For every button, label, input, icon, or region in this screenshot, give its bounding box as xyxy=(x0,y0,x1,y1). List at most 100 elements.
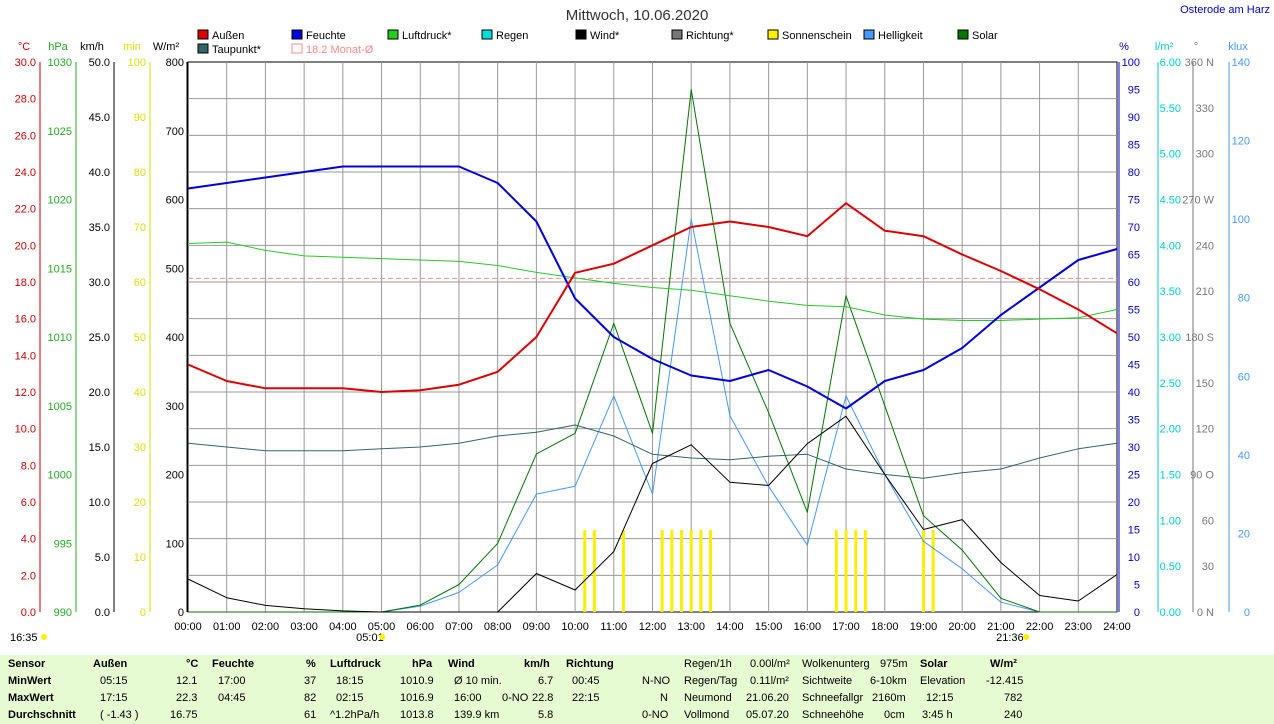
tick-label-min: 60 xyxy=(134,277,146,289)
tick-label-lm2: 2.00 xyxy=(1160,424,1181,436)
tick-label-wm2: 400 xyxy=(166,332,184,344)
header-feuchte: Feuchte xyxy=(212,658,255,670)
tick-label-percent: 90 xyxy=(1128,112,1140,124)
legend-label: Wind* xyxy=(590,30,620,42)
tick-label-min: 100 xyxy=(128,57,146,69)
solar-duration: 3:45 h xyxy=(922,709,953,721)
legend-label: Sonnenschein xyxy=(782,30,852,42)
regen-tag-label: Regen/Tag xyxy=(684,675,738,687)
x-tick-label: 22:00 xyxy=(1026,621,1054,633)
sichtweite-value: 6-10km xyxy=(870,675,907,687)
feuchte-min-time: 17:00 xyxy=(218,675,246,687)
axis-unit-min: min xyxy=(123,41,141,53)
series-lines xyxy=(187,89,1118,613)
tick-label-percent: 0 xyxy=(1134,607,1140,619)
vollmond-value: 05.07.20 xyxy=(746,709,789,721)
tick-label-percent: 20 xyxy=(1128,497,1140,509)
tick-label-min: 70 xyxy=(134,222,146,234)
tick-label-celsius: 16.0 xyxy=(15,314,36,326)
series-line-auen xyxy=(187,202,1118,393)
tick-label-wm2: 0 xyxy=(178,607,184,619)
x-tick-label: 08:00 xyxy=(484,621,512,633)
legend-swatch xyxy=(197,43,209,54)
header-sensor: Sensor xyxy=(8,658,46,670)
sunshine-bar xyxy=(621,530,625,612)
tick-label-hpa: 1000 xyxy=(48,470,72,482)
legend-swatch xyxy=(575,29,587,40)
sunshine-bar xyxy=(931,530,935,612)
sunshine-bar xyxy=(680,530,684,612)
legend-swatch xyxy=(387,29,399,40)
x-tick-label: 01:00 xyxy=(213,621,241,633)
header-wind: Wind xyxy=(448,658,475,670)
tick-label-celsius: 30.0 xyxy=(15,57,36,69)
aussen-min-time: 05:15 xyxy=(100,675,128,687)
legend-label: Solar xyxy=(972,30,998,42)
tick-label-celsius: 4.0 xyxy=(21,534,36,546)
tick-label-celsius: 28.0 xyxy=(15,94,36,106)
x-tick-label: 00:00 xyxy=(174,621,202,633)
tick-label-deg: 300 xyxy=(1196,149,1214,161)
tick-label-deg: 90 O xyxy=(1190,470,1214,482)
tick-label-lm2: 4.50 xyxy=(1160,195,1181,207)
tick-label-deg: 0 N xyxy=(1197,607,1214,619)
tick-label-klux: 40 xyxy=(1238,450,1250,462)
aussen-max-time: 17:15 xyxy=(100,692,128,704)
tick-label-hpa: 1030 xyxy=(48,57,72,69)
tick-label-klux: 120 xyxy=(1232,136,1250,148)
sunshine-bar xyxy=(689,530,693,612)
axis-unit-celsius: °C xyxy=(18,41,30,53)
header-aussen: Außen xyxy=(93,658,128,670)
tick-label-deg: 330 xyxy=(1196,103,1214,115)
richtung-min-value: N-NO xyxy=(642,675,671,687)
sun-left-time: 16:35 xyxy=(10,632,38,644)
legend-swatch xyxy=(957,29,969,40)
tick-label-hpa: 990 xyxy=(54,607,72,619)
tick-label-hpa: 1010 xyxy=(48,332,72,344)
legend-label: Taupunkt* xyxy=(212,44,262,56)
tick-label-percent: 5 xyxy=(1134,580,1140,592)
x-tick-label: 14:00 xyxy=(716,621,744,633)
tick-label-deg: 30 xyxy=(1202,561,1214,573)
tick-label-kmh: 45.0 xyxy=(89,112,110,124)
tick-label-celsius: 8.0 xyxy=(21,460,36,472)
regen-tag-value: 0.11l/m² xyxy=(750,675,789,687)
solar-elevation-label: Elevation xyxy=(920,675,966,687)
luftdruck-min-value: 1010.9 xyxy=(400,675,434,687)
axis-unit-percent: % xyxy=(1119,41,1129,53)
tick-label-percent: 25 xyxy=(1128,470,1140,482)
tick-label-min: 40 xyxy=(134,387,146,399)
feuchte-min-value: 37 xyxy=(304,675,317,687)
weather-chart: Mittwoch, 10.06.2020 Außen Feuchte Luftdru… xyxy=(10,7,1250,644)
luftdruck-avg-value: 1013.8 xyxy=(400,709,434,721)
tick-label-deg: 120 xyxy=(1196,424,1214,436)
schneehoehe-label: Schneehöhe xyxy=(802,709,864,721)
tick-label-lm2: 2.50 xyxy=(1160,378,1181,390)
schneehoehe-value: 0cm xyxy=(884,709,905,721)
solar-max-value: 782 xyxy=(1004,692,1023,704)
sunset-time: 21:36 xyxy=(996,632,1024,644)
sunshine-bar xyxy=(844,530,848,612)
row-label-max: MaxWert xyxy=(8,692,54,704)
wind-avg-value: 5.8 xyxy=(538,709,554,721)
tick-label-wm2: 700 xyxy=(166,126,184,138)
tick-label-kmh: 40.0 xyxy=(89,167,110,179)
tick-label-celsius: 14.0 xyxy=(15,350,36,362)
sunshine-bar xyxy=(834,530,838,612)
x-tick-label: 05:00 xyxy=(368,621,396,633)
tick-label-kmh: 50.0 xyxy=(89,57,110,69)
tick-label-percent: 45 xyxy=(1128,360,1140,372)
tick-label-kmh: 20.0 xyxy=(89,387,110,399)
x-tick-label: 07:00 xyxy=(445,621,473,633)
legend-label: Helligkeit xyxy=(878,30,923,42)
location-link[interactable]: Osterode am Harz xyxy=(1180,4,1270,16)
aussen-min-value: 12.1 xyxy=(176,675,198,687)
sunrise-icon xyxy=(379,634,386,640)
tick-label-lm2: 6.00 xyxy=(1160,57,1181,69)
tick-label-wm2: 500 xyxy=(166,263,184,275)
axes: °C 30.0 28.0 26.0 24.0 22.0 20.0 18.0 16.0 14.0 12… xyxy=(15,41,1250,619)
aussen-max-value: 22.3 xyxy=(176,692,198,704)
tick-label-wm2: 300 xyxy=(166,401,184,413)
wind-max-time: 16:00 xyxy=(454,692,482,704)
x-tick-label: 15:00 xyxy=(755,621,783,633)
